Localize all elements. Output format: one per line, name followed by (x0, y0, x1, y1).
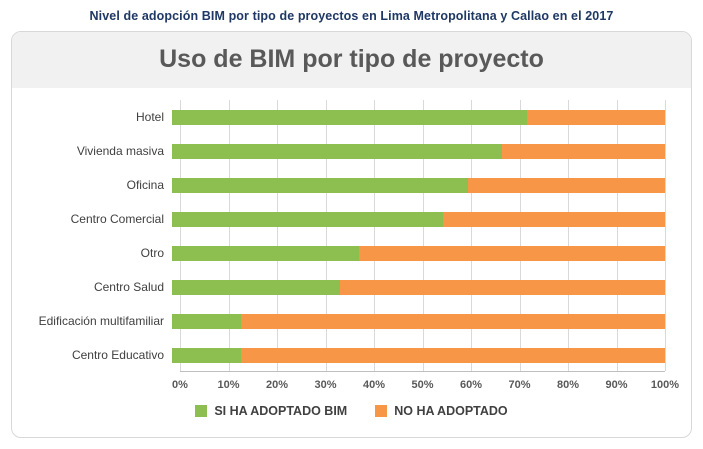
bar-track (172, 245, 665, 261)
x-tick-label: 40% (362, 379, 386, 391)
bar-segment-adopted (172, 245, 360, 261)
category-label: Centro Salud (93, 280, 164, 294)
bar-track (172, 211, 665, 227)
bar-row: Hotel (12, 100, 691, 134)
gridline (277, 100, 278, 371)
gridline (568, 100, 569, 371)
x-tick-label: 30% (314, 379, 337, 391)
bar-segment-adopted (172, 177, 468, 193)
category-label: Vivienda masiva (76, 144, 164, 158)
bar-track (172, 279, 665, 295)
bar-track (172, 313, 665, 329)
bar-row: Otro (12, 236, 691, 270)
bar-segment-not-adopted (526, 109, 665, 125)
bar-segment-not-adopted (359, 245, 665, 261)
gridline (180, 100, 181, 371)
gridline (422, 100, 424, 371)
legend-item: NO HA ADOPTADO (375, 404, 508, 418)
x-tick-label: 60% (459, 379, 483, 391)
bar-row: Centro Comercial (12, 202, 691, 236)
legend-item: SI HA ADOPTADO BIM (195, 404, 347, 418)
bar-segment-not-adopted (467, 177, 665, 193)
x-tick-label: 80% (556, 379, 580, 391)
bar-row: Centro Salud (12, 270, 691, 304)
page-title: Nivel de adopción BIM por tipo de proyec… (89, 9, 614, 23)
bar-track (172, 347, 665, 363)
x-tick-label: 50% (411, 379, 434, 391)
gridline (325, 100, 327, 371)
bar-rows: Hotel Vivienda masiva Oficina Centro Comerc… (12, 100, 691, 372)
gridlines-layer (180, 100, 666, 372)
bar-segment-not-adopted (241, 347, 665, 363)
chart-title: Uso de BIM por tipo de proyecto (159, 45, 544, 73)
bar-track (172, 109, 665, 125)
category-label: Edificación multifamiliar (38, 314, 164, 328)
bar-segment-adopted (172, 313, 242, 329)
plot-area: Hotel Vivienda masiva Oficina Centro Comerc… (12, 100, 691, 372)
bar-segment-adopted (172, 347, 242, 363)
x-tick-label: 10% (217, 379, 240, 391)
chart-title-band: Uso de BIM por tipo de proyecto (12, 32, 691, 88)
bar-row: Oficina (12, 168, 691, 202)
bar-row: Edificación multifamiliar (12, 304, 691, 338)
legend-swatch (195, 405, 208, 417)
bar-row: Centro Educativo (12, 338, 691, 372)
x-tick-label: 90% (605, 379, 628, 391)
chart: Uso de BIM por tipo de proyecto Hotel Viv… (11, 31, 692, 438)
x-axis: 0% 10% 20% 30% 40% 50% 60% 70% 80% 90% 100% (172, 372, 679, 394)
category-label: Centro Comercial (70, 212, 164, 226)
gridline (228, 100, 230, 371)
bar-track (172, 177, 665, 193)
legend-label: NO HA ADOPTADO (394, 404, 508, 418)
gridline (519, 100, 521, 371)
bar-segment-adopted (172, 143, 503, 159)
legend-label: SI HA ADOPTADO BIM (214, 404, 348, 418)
bar-segment-adopted (172, 109, 527, 125)
category-label: Oficina (126, 178, 164, 192)
category-label: Otro (140, 246, 164, 260)
gridline (616, 100, 618, 371)
bar-segment-adopted (172, 211, 444, 227)
x-tick-label: 100% (650, 379, 680, 391)
bar-segment-not-adopted (339, 279, 665, 295)
x-tick-label: 0% (172, 379, 188, 391)
category-label: Hotel (135, 110, 164, 124)
bar-track (172, 143, 665, 159)
gridline (471, 100, 472, 371)
bar-segment-not-adopted (502, 143, 665, 159)
gridline (374, 100, 375, 371)
bar-segment-not-adopted (241, 313, 665, 329)
gridline (665, 100, 666, 371)
legend: SI HA ADOPTADO BIM NO HA ADOPTADO (12, 404, 691, 418)
legend-swatch (375, 405, 388, 417)
bar-row: Vivienda masiva (12, 134, 691, 168)
bar-segment-adopted (172, 279, 340, 295)
category-label: Centro Educativo (71, 348, 164, 362)
x-tick-label: 70% (508, 379, 531, 391)
x-tick-label: 20% (265, 379, 289, 391)
bar-segment-not-adopted (443, 211, 665, 227)
